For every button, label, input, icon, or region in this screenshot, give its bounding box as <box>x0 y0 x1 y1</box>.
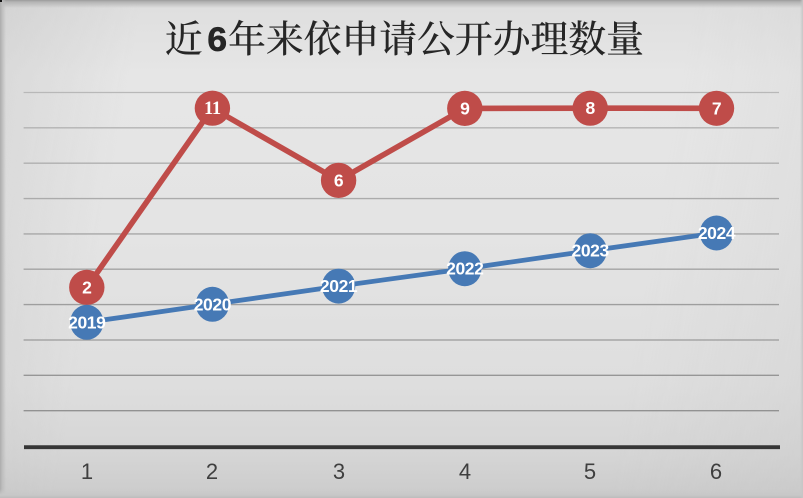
svg-text:2021: 2021 <box>320 276 358 296</box>
svg-text:11: 11 <box>204 99 221 119</box>
svg-text:2019: 2019 <box>68 312 106 332</box>
svg-text:2: 2 <box>82 277 92 297</box>
svg-text:4: 4 <box>459 459 471 484</box>
svg-text:2023: 2023 <box>572 241 610 261</box>
svg-text:2024: 2024 <box>698 223 736 243</box>
svg-text:2: 2 <box>206 459 218 484</box>
svg-text:2022: 2022 <box>446 259 484 279</box>
svg-text:1: 1 <box>81 459 93 484</box>
svg-text:5: 5 <box>584 459 596 484</box>
svg-text:3: 3 <box>333 459 345 484</box>
svg-text:2020: 2020 <box>194 294 232 314</box>
svg-text:7: 7 <box>712 98 721 118</box>
svg-text:6: 6 <box>710 459 722 484</box>
svg-text:9: 9 <box>460 98 470 118</box>
svg-text:8: 8 <box>586 98 596 118</box>
svg-text:6: 6 <box>334 170 344 190</box>
